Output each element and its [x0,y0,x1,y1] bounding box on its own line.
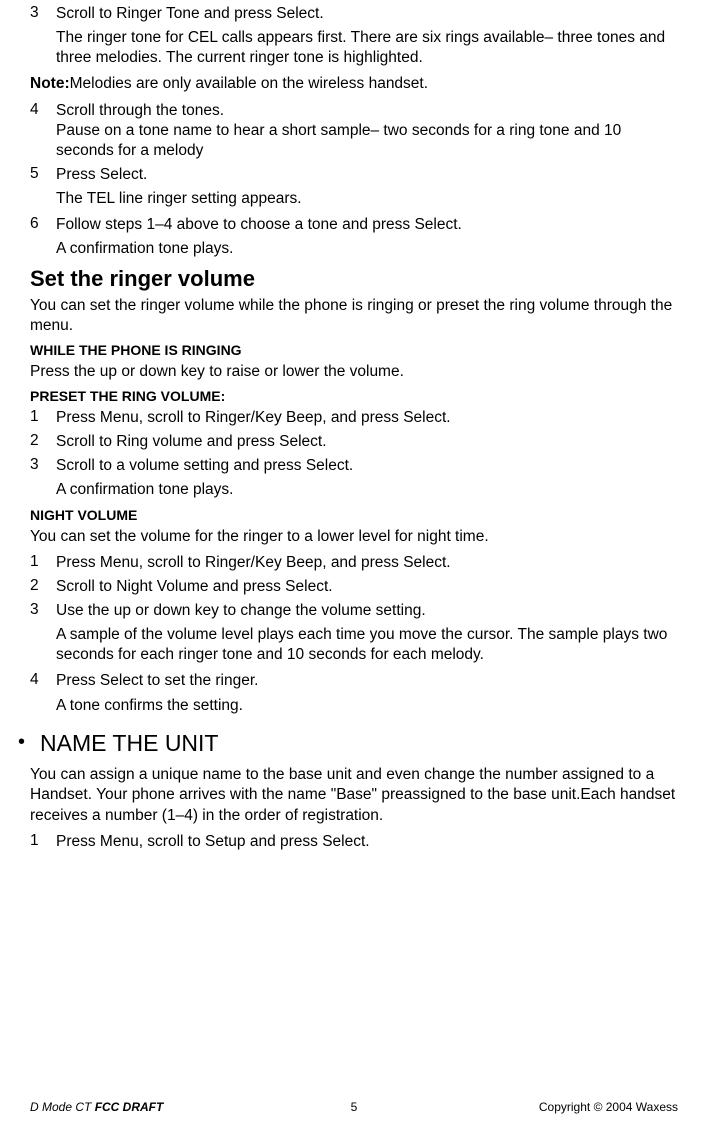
night-4: 4 Press Select to set the ringer. [30,671,678,691]
night-3: 3 Use the up or down key to change the v… [30,601,678,621]
heading-name-unit: NAME THE UNIT [40,730,218,758]
step-text: Press Select to set the ringer. [56,671,678,691]
step-4: 4 Scroll through the tones. Pause on a t… [30,101,678,161]
step-text: Use the up or down key to change the vol… [56,601,678,621]
night-3-sub: A sample of the volume level plays each … [56,625,678,665]
step-6-sub: A confirmation tone plays. [56,239,678,259]
night-4-sub: A tone confirms the setting. [56,696,678,716]
bullet-icon: • [18,730,40,758]
preset-3-sub: A confirmation tone plays. [56,480,678,500]
step-num: 5 [30,165,56,185]
footer-left: D Mode CT FCC DRAFT [30,1100,163,1114]
step-num: 3 [30,456,56,476]
section-name-unit: • NAME THE UNIT [18,730,678,758]
step-num: 4 [30,101,56,161]
preset-1: 1 Press Menu, scroll to Ringer/Key Beep,… [30,408,678,428]
step-3-sub: The ringer tone for CEL calls appears fi… [56,28,678,68]
footer-right: Copyright © 2004 Waxess [539,1100,678,1114]
note-text: Melodies are only available on the wirel… [70,75,428,92]
step-num: 1 [30,832,56,852]
step-num: 4 [30,671,56,691]
step-3: 3 Scroll to Ringer Tone and press Select… [30,4,678,24]
heading-night: NIGHT VOLUME [30,507,678,523]
heading-ringer-volume: Set the ringer volume [30,266,678,292]
step-text: Press Menu, scroll to Setup and press Se… [56,832,678,852]
step-text: Scroll to a volume setting and press Sel… [56,456,678,476]
step-6: 6 Follow steps 1–4 above to choose a ton… [30,215,678,235]
step-text: Scroll through the tones. Pause on a ton… [56,101,678,161]
footer-left-bold: FCC DRAFT [95,1100,164,1114]
page-footer: D Mode CT FCC DRAFT 5 Copyright © 2004 W… [0,1100,708,1114]
step-num: 1 [30,408,56,428]
step-text: Press Menu, scroll to Ringer/Key Beep, a… [56,408,678,428]
ringer-para: You can set the ringer volume while the … [30,296,678,336]
note-line: Note:Melodies are only available on the … [30,74,678,94]
step-text: Scroll to Night Volume and press Select. [56,577,678,597]
step-num: 1 [30,553,56,573]
heading-preset: PRESET THE RING VOLUME: [30,388,678,404]
night-2: 2 Scroll to Night Volume and press Selec… [30,577,678,597]
step-num: 2 [30,577,56,597]
step-text: Follow steps 1–4 above to choose a tone … [56,215,678,235]
name-1: 1 Press Menu, scroll to Setup and press … [30,832,678,852]
name-para: You can assign a unique name to the base… [30,765,678,825]
footer-left-pre: D Mode CT [30,1100,95,1114]
step-num: 6 [30,215,56,235]
step-text: Press Menu, scroll to Ringer/Key Beep, a… [56,553,678,573]
step-5-sub: The TEL line ringer setting appears. [56,189,678,209]
night-para: You can set the volume for the ringer to… [30,527,678,547]
step-num: 3 [30,601,56,621]
note-label: Note: [30,75,70,92]
step-text: Press Select. [56,165,678,185]
preset-3: 3 Scroll to a volume setting and press S… [30,456,678,476]
footer-page-num: 5 [351,1100,358,1114]
while-text: Press the up or down key to raise or low… [30,362,678,382]
night-1: 1 Press Menu, scroll to Ringer/Key Beep,… [30,553,678,573]
step-5: 5 Press Select. [30,165,678,185]
step-text: Scroll to Ring volume and press Select. [56,432,678,452]
heading-while-ringing: WHILE THE PHONE IS RINGING [30,342,678,358]
step-text: Scroll to Ringer Tone and press Select. [56,4,678,24]
preset-2: 2 Scroll to Ring volume and press Select… [30,432,678,452]
step-num: 2 [30,432,56,452]
step-num: 3 [30,4,56,24]
